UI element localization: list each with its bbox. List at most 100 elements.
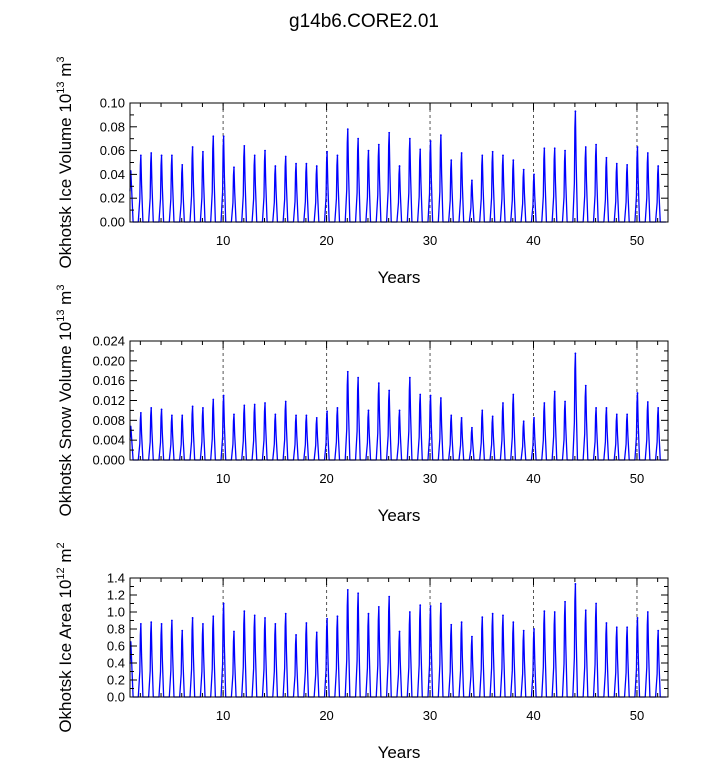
peak-point (626, 413, 629, 416)
peak-point (160, 154, 163, 157)
peak-point (243, 610, 246, 613)
peak-point (491, 612, 494, 615)
peak-point (636, 146, 639, 148)
peak-point (222, 394, 225, 397)
peak-point (460, 152, 463, 154)
peak-point (336, 407, 339, 409)
x-tick-label: 20 (319, 233, 333, 248)
peak-point (450, 623, 453, 626)
peak-point (243, 404, 246, 407)
peak-point (419, 604, 422, 607)
peak-point (305, 162, 308, 165)
series-line (129, 352, 666, 461)
peak-point (657, 407, 660, 409)
peak-point (471, 635, 473, 638)
peak-point (181, 629, 184, 632)
x-tick-label: 50 (630, 233, 644, 248)
y-axis-title-part: Okhotsk Ice Area 10 (56, 580, 75, 733)
peak-point (543, 147, 546, 150)
y-tick-label: 0.000 (92, 453, 125, 468)
peak-point (212, 135, 215, 138)
y-axis-title-part: m (56, 63, 75, 82)
peak-point (419, 148, 422, 151)
peak-point (233, 166, 235, 169)
y-axis-title-part: Okhotsk Ice Volume 10 (56, 94, 75, 269)
x-tick-label: 30 (423, 471, 437, 486)
peak-point (522, 420, 525, 423)
peak-point (202, 623, 204, 625)
peak-point (284, 155, 287, 158)
peak-point (253, 614, 256, 617)
x-tick-label: 40 (526, 233, 540, 248)
peak-point (388, 131, 391, 134)
peak-point (336, 615, 339, 618)
peak-point (305, 622, 308, 624)
peak-point (646, 401, 649, 403)
y-axis-title-part: 13 (55, 310, 67, 322)
y-tick-label: 0.06 (100, 143, 125, 158)
peak-point (284, 400, 287, 403)
peak-point (460, 621, 463, 624)
peak-point (595, 602, 597, 605)
y-tick-label: 0.004 (92, 433, 125, 448)
y-tick-label: 0.00 (100, 215, 125, 230)
y-axis-title-part: m (56, 291, 75, 310)
y-tick-label: 0.04 (100, 167, 125, 182)
y-axis-title-part: 12 (55, 567, 67, 579)
y-axis-title-part: 2 (55, 542, 67, 548)
peak-point (646, 611, 649, 613)
peak-point (326, 150, 328, 153)
peak-point (553, 147, 556, 150)
peak-point (274, 165, 277, 167)
y-axis-title-part: 13 (55, 81, 67, 93)
peak-point (357, 137, 360, 140)
y-axis-title-part: 3 (55, 285, 67, 291)
peak-point (408, 611, 411, 613)
peak-point (284, 612, 287, 615)
peak-point (326, 617, 328, 620)
y-axis-title-part: m (56, 548, 75, 567)
peak-point (533, 416, 535, 419)
peak-point (605, 622, 608, 624)
peak-point (481, 154, 484, 157)
y-tick-label: 0.2 (107, 673, 125, 688)
x-axis-title: Years (378, 506, 421, 525)
peak-point (512, 159, 515, 162)
x-tick-label: 20 (319, 471, 333, 486)
peak-point (357, 592, 360, 595)
peak-point (222, 602, 225, 605)
peak-point (605, 407, 608, 409)
peak-point (315, 631, 318, 634)
peak-point (502, 402, 504, 404)
peak-point (346, 370, 349, 373)
peak-point (471, 426, 473, 429)
peak-point (398, 630, 401, 633)
peak-point (202, 407, 204, 409)
y-tick-label: 0.0 (107, 690, 125, 705)
figure-title: g14b6.CORE2.01 (289, 11, 439, 32)
x-tick-label: 20 (319, 708, 333, 723)
peak-point (171, 414, 173, 417)
chart-panel-3: 10 20 30 40 50 0.0 0.2 0.4 0.6 0.8 1.0 1.2 1.4 Years O… (55, 542, 669, 758)
peak-point (233, 413, 235, 416)
y-axis-title-part: Okhotsk Snow Volume 10 (56, 322, 75, 517)
peak-point (191, 617, 194, 619)
y-tick-label: 0.008 (92, 413, 125, 428)
peak-point (522, 629, 525, 632)
peak-point (502, 154, 504, 157)
peak-point (367, 409, 370, 412)
peak-point (574, 583, 577, 585)
peak-point (584, 146, 587, 148)
peak-point (440, 602, 442, 605)
peak-point (377, 606, 380, 608)
peak-point (440, 397, 442, 399)
peak-point (191, 405, 194, 408)
peak-point (636, 617, 639, 619)
y-axis-title-part: 3 (55, 56, 67, 62)
peak-point (595, 143, 597, 146)
x-tick-label: 30 (423, 708, 437, 723)
peak-point (150, 407, 153, 409)
y-tick-label: 0.10 (100, 96, 125, 111)
peak-point (481, 409, 484, 412)
